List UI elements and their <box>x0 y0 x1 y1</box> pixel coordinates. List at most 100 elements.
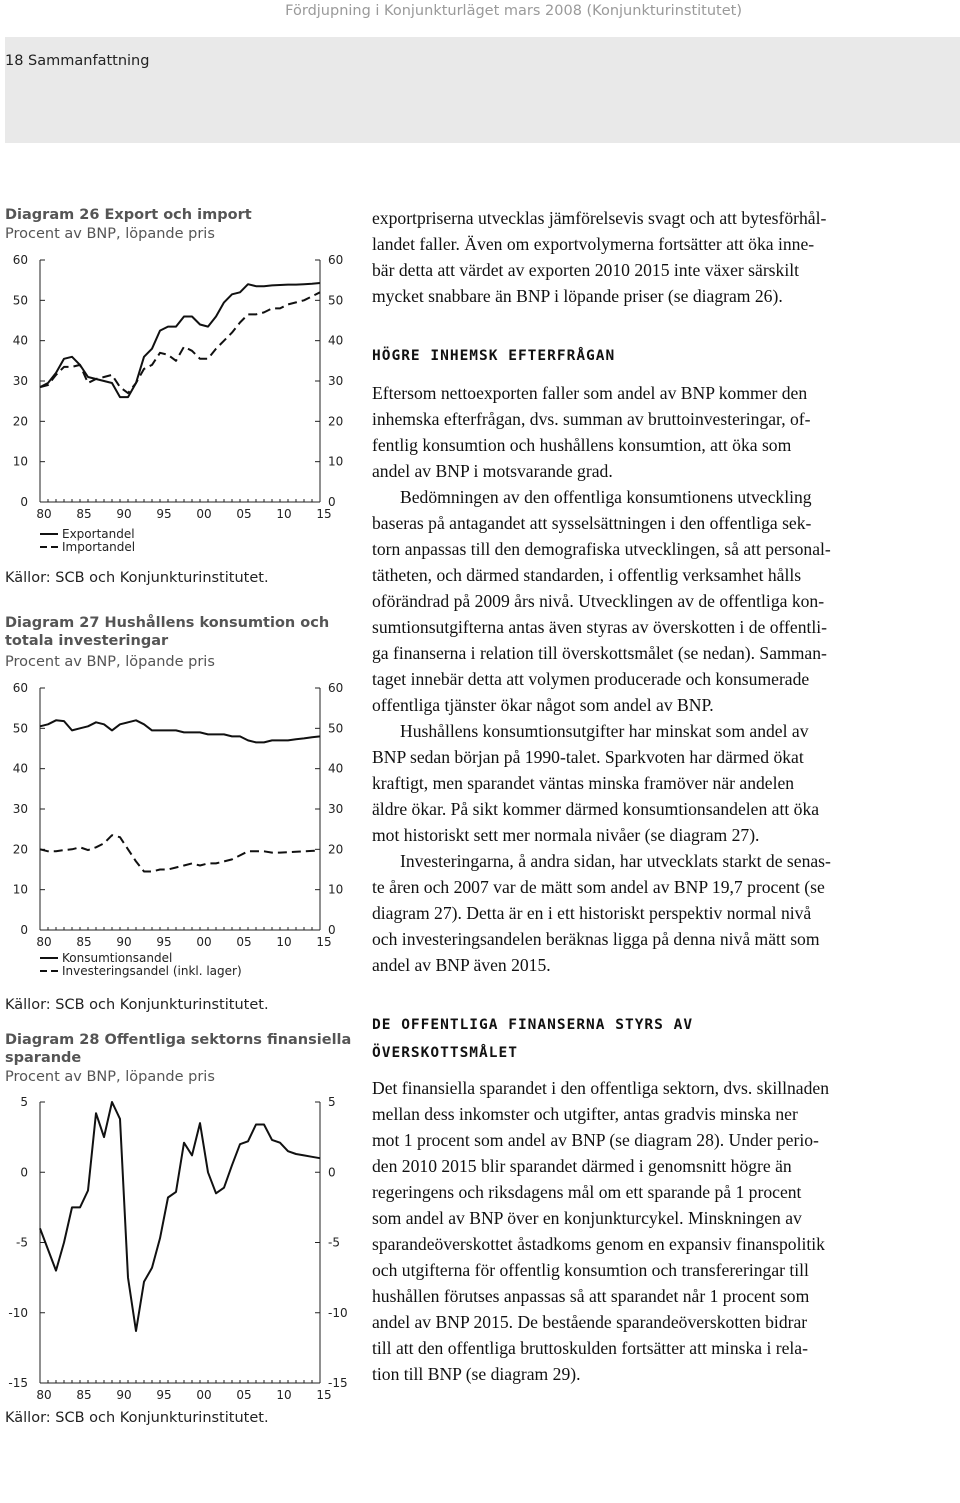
page-header-band <box>5 37 960 143</box>
x-tick-label: 90 <box>116 935 131 949</box>
y-tick-label-right: 0 <box>328 923 336 937</box>
diagram-26-title: Diagram 26 Export och import <box>5 207 252 223</box>
series-line-1 <box>39 719 321 744</box>
section-heading-inhemsk: HÖGRE INHEMSK EFTERFRÅGAN <box>372 348 616 364</box>
x-tick-label: 00 <box>196 935 211 949</box>
text-line: Det finansiella sparandet i den offentli… <box>372 1078 829 1098</box>
section-heading-offentliga-finanserna: DE OFFENTLIGA FINANSERNA STYRS AV ÖVERSK… <box>372 1011 932 1067</box>
paragraph: Hushållens konsumtionsutgifter har minsk… <box>372 718 912 848</box>
series-line-1 <box>39 282 321 399</box>
legend-label: Konsumtionsandel <box>62 951 172 965</box>
y-tick-label-right: 50 <box>328 721 343 735</box>
text-line: BNP sedan början på 1990-talet. Sparkvot… <box>372 747 804 767</box>
x-tick-label: 05 <box>236 935 251 949</box>
diagram-28-subtitle: Procent av BNP, löpande pris <box>5 1069 215 1085</box>
y-tick-label-left: 30 <box>13 802 28 816</box>
text-line: och investeringsandelen beräknas ligga p… <box>372 929 820 949</box>
x-tick-label: 95 <box>156 507 171 521</box>
paragraph: Investeringarna, å andra sidan, har utve… <box>372 848 912 978</box>
paragraph: Bedömningen av den offentliga konsumtion… <box>372 484 912 718</box>
y-tick-label-left: 10 <box>13 455 28 469</box>
y-tick-label-right: 30 <box>328 374 343 388</box>
y-tick-label-right: 0 <box>328 1165 336 1179</box>
y-tick-label-right: -15 <box>328 1376 348 1390</box>
y-tick-label-left: 50 <box>13 721 28 735</box>
y-tick-label-right: 0 <box>328 495 336 509</box>
y-tick-label-right: 10 <box>328 883 343 897</box>
x-tick-label: 95 <box>156 935 171 949</box>
diagram-27-title: Diagram 27 Hushållens konsumtion och tot… <box>5 615 330 649</box>
y-tick-label-left: 60 <box>13 681 28 695</box>
x-tick-label: 10 <box>276 1388 291 1402</box>
text-line: Investeringarna, å andra sidan, har utve… <box>400 851 831 871</box>
text-line: andel av BNP i motsvarande grad. <box>372 461 613 481</box>
y-tick-label-left: 10 <box>13 883 28 897</box>
y-tick-label-right: 10 <box>328 455 343 469</box>
series-line-2 <box>39 834 321 873</box>
x-tick-label: 15 <box>316 1388 331 1402</box>
x-tick-label: 90 <box>116 507 131 521</box>
text-line: tätheten, och därmed standarden, i offen… <box>372 565 802 585</box>
x-tick-label: 05 <box>236 507 251 521</box>
text-line: tion till BNP (se diagram 29). <box>372 1364 581 1384</box>
text-line: fentlig konsumtion och hushållens konsum… <box>372 435 792 455</box>
y-tick-label-left: 0 <box>20 923 28 937</box>
y-tick-label-right: 30 <box>328 802 343 816</box>
legend-label: Investeringsandel (inkl. lager) <box>62 964 242 978</box>
text-line: exportpriserna utvecklas jämförelsevis s… <box>372 208 827 228</box>
text-line: kraftigt, men sparandet väntas minska fr… <box>372 773 795 793</box>
section-inhemsk-text: Eftersom nettoexporten faller som andel … <box>372 380 912 978</box>
section-offentliga-text: Det finansiella sparandet i den offentli… <box>372 1075 912 1387</box>
diagram-27-source: Källor: SCB och Konjunkturinstitutet. <box>5 997 269 1013</box>
diagram-28-chart: -15 -15-10 -10-5 -50 05 580 85 90 95 00 05 10 15 <box>8 1095 348 1402</box>
diagram-27-subtitle: Procent av BNP, löpande pris <box>5 654 215 670</box>
y-tick-label-left: 40 <box>13 762 28 776</box>
y-tick-label-right: 40 <box>328 762 343 776</box>
legend-label: Exportandel <box>62 527 135 541</box>
text-line: hushållen förutses anpassas så att spara… <box>372 1286 810 1306</box>
text-line: den 2010 2015 blir sparandet därmed i ge… <box>372 1156 792 1176</box>
legend-label: Importandel <box>62 540 135 554</box>
text-line: Eftersom nettoexporten faller som andel … <box>372 383 808 403</box>
text-line: sumtionsutgifterna antas även styras av … <box>372 617 828 637</box>
y-tick-label-left: -10 <box>8 1306 28 1320</box>
page-header: 18 Sammanfattning <box>5 53 150 69</box>
y-tick-label-right: 60 <box>328 681 343 695</box>
heading-line: ÖVERSKOTTSMÅLET <box>372 1045 518 1061</box>
x-tick-label: 00 <box>196 1388 211 1402</box>
x-tick-label: 80 <box>36 935 51 949</box>
x-tick-label: 00 <box>196 507 211 521</box>
y-tick-label-left: 5 <box>20 1095 28 1109</box>
diagram-26-subtitle: Procent av BNP, löpande pris <box>5 226 215 242</box>
text-line: mycket snabbare än BNP i löpande priser … <box>372 286 783 306</box>
y-tick-label-right: 20 <box>328 842 343 856</box>
y-tick-label-left: 0 <box>20 495 28 509</box>
intro-paragraph: exportpriserna utvecklas jämförelsevis s… <box>372 205 912 309</box>
text-line: baseras på antagandet att sysselsättning… <box>372 513 812 533</box>
y-tick-label-left: 60 <box>13 253 28 267</box>
text-line: till att den offentliga bruttoskulden fo… <box>372 1338 808 1358</box>
y-tick-label-right: 20 <box>328 414 343 428</box>
text-line: mellan dess inkomster och utgifter, anta… <box>372 1104 798 1124</box>
x-tick-label: 95 <box>156 1388 171 1402</box>
text-line: inhemska efterfrågan, dvs. summan av bru… <box>372 409 811 429</box>
y-tick-label-right: -5 <box>328 1236 340 1250</box>
x-tick-label: 80 <box>36 1388 51 1402</box>
y-tick-label-left: -15 <box>8 1376 28 1390</box>
text-line: oförändrad på 2009 års nivå. Utvecklinge… <box>372 591 825 611</box>
text-line: mot 1 procent som andel av BNP (se diagr… <box>372 1130 819 1150</box>
series-line-2 <box>39 291 321 395</box>
x-tick-label: 15 <box>316 935 331 949</box>
text-line: ga finanserna i relation till överskotts… <box>372 643 827 663</box>
x-tick-label: 15 <box>316 507 331 521</box>
y-tick-label-left: 20 <box>13 414 28 428</box>
heading-line: DE OFFENTLIGA FINANSERNA STYRS AV <box>372 1017 694 1033</box>
diagram-28-title: Diagram 28 Offentliga sektorns finansiel… <box>5 1032 352 1066</box>
y-tick-label-left: 30 <box>13 374 28 388</box>
document-title: Fördjupning i Konjunkturläget mars 2008 … <box>285 3 742 19</box>
series-line-1 <box>39 1101 321 1332</box>
text-line: regeringens och riksdagens mål om ett sp… <box>372 1182 802 1202</box>
text-line: äldre ökar. På sikt kommer därmed konsum… <box>372 799 820 819</box>
